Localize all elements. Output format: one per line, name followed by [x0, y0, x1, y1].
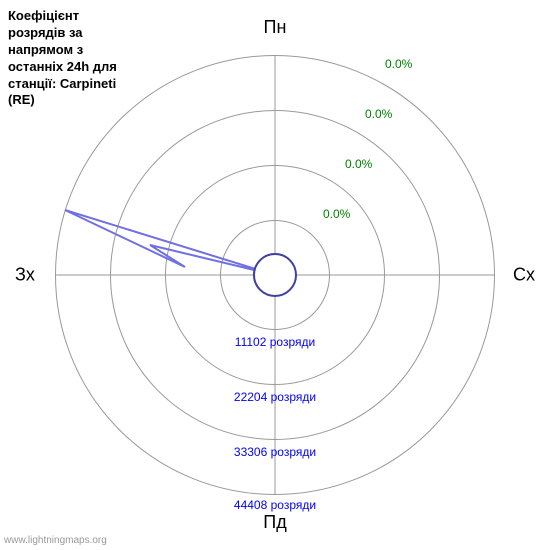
- cardinal-west: Зх: [15, 265, 35, 286]
- footer-credit: www.lightningmaps.org: [4, 535, 107, 546]
- cardinal-north: Пн: [264, 17, 287, 38]
- cardinal-south: Пд: [263, 512, 286, 533]
- bolt-polyline: [65, 210, 275, 275]
- cardinal-east: Сх: [513, 265, 535, 286]
- center-circle: [253, 253, 297, 297]
- polar-chart: Пн Пд Сх Зх 0.0% 0.0% 0.0% 0.0% 11102 ро…: [45, 45, 505, 505]
